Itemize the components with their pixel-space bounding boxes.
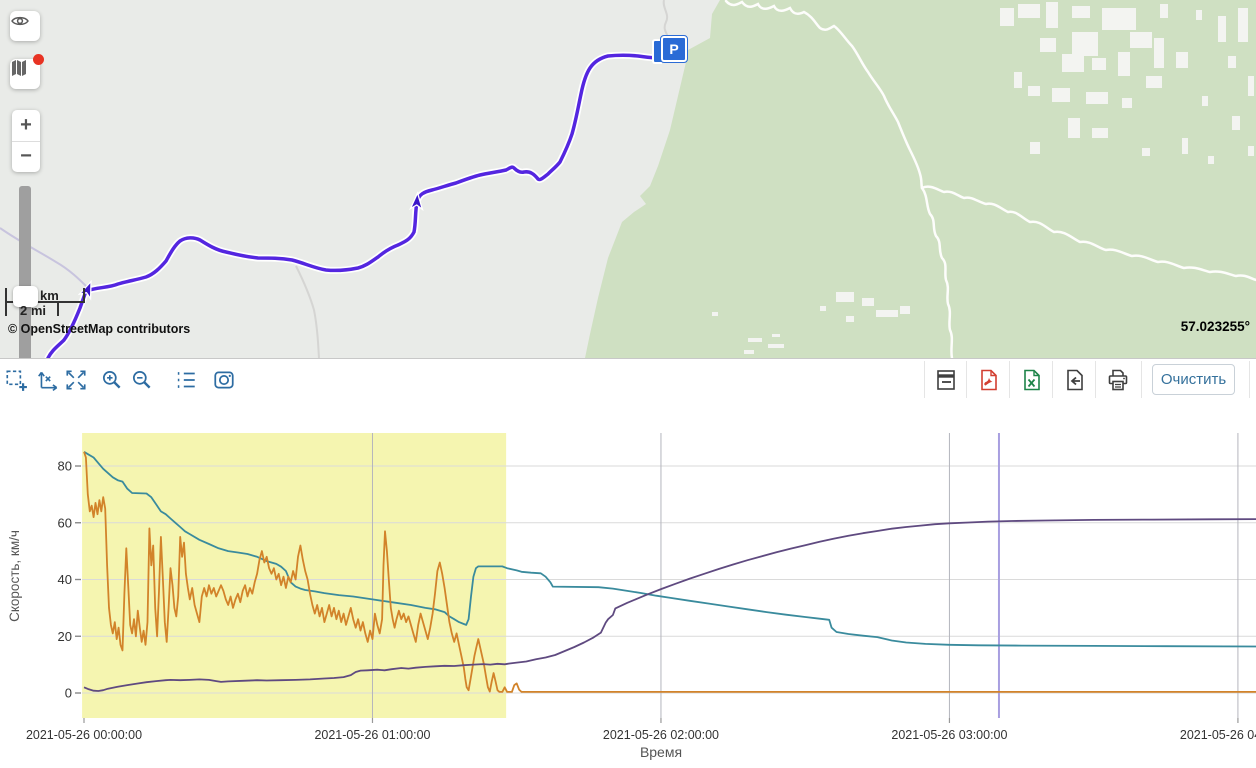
legend-list-icon[interactable] [174,368,198,392]
map-slider-track[interactable] [19,186,31,358]
import-icon[interactable] [1063,368,1087,392]
river [724,0,1256,358]
map-attribution: © OpenStreetMap contributors [8,322,191,336]
minor-roads [295,0,669,358]
print-icon[interactable] [1106,368,1130,392]
zoom-x-axis-icon[interactable] [36,368,60,392]
expand-icon[interactable] [64,368,88,392]
parking-marker-fragment [652,39,662,64]
scale-km-label: km [40,288,59,303]
map-zoom-out-button[interactable]: − [20,145,32,168]
eye-toggle-button[interactable] [10,11,40,41]
toolbar-separator [966,361,967,398]
clear-button[interactable]: Очистить [1152,364,1235,395]
map-zoom-control: + − [12,110,40,172]
x-tick-label: 2021-05-26 02:00:00 [603,728,719,742]
y-tick-label: 0 [65,686,72,701]
x-axis-title: Время [640,744,682,760]
zoom-selection-icon[interactable] [4,368,28,392]
x-tick-label: 2021-05-26 01:00:00 [314,728,430,742]
y-axis-title: Скорость, км/ч [7,530,22,622]
excel-export-icon[interactable] [1020,368,1044,392]
speed-chart[interactable]: 0 20 40 60 80 2021-05-26 00:00:00 2021-05-26 0… [0,400,1256,768]
y-tick-label: 40 [58,572,72,587]
toolbar-separator [1052,361,1053,398]
toolbar-separator [1249,361,1250,398]
parking-marker[interactable]: P [660,35,688,63]
eye-icon [11,16,29,26]
map-canvas[interactable] [0,0,1256,358]
map-clearings [712,2,1254,354]
speed-chart-panel[interactable]: 0 20 40 60 80 2021-05-26 00:00:00 2021-05-26 0… [0,400,1256,768]
folded-map-icon [12,60,26,76]
pdf-export-icon[interactable] [977,368,1001,392]
coordinates-readout: 57.023255° [1180,319,1250,334]
track-faded-tail [0,227,89,289]
chart-series-series_orange [83,451,1256,693]
notification-badge [33,54,44,65]
toolbar-separator [1095,361,1096,398]
map-panel[interactable]: km 2 mi P + − © OpenStreetMap contributo… [0,0,1256,359]
snapshot-icon[interactable] [212,368,236,392]
chart-toolbar: Очистить [0,359,1256,401]
report-icon[interactable] [934,368,958,392]
x-tick-label: 2021-05-26 03:00:00 [891,728,1007,742]
zoom-out-icon[interactable] [130,368,154,392]
x-tick-label: 2021-05-26 04:00:00 [1180,728,1256,742]
y-tick-label: 20 [58,629,72,644]
y-tick-label: 60 [58,515,72,530]
track-direction-arrow [77,191,424,301]
chart-series-series_purple [83,518,1256,692]
gps-track[interactable] [44,51,662,358]
toolbar-separator [924,361,925,398]
zoom-in-icon[interactable] [100,368,124,392]
map-slider-thumb[interactable] [13,286,38,307]
toolbar-separator [1141,361,1142,398]
map-zoom-in-button[interactable]: + [12,110,40,142]
scale-bar [5,288,85,316]
x-tick-label: 2021-05-26 00:00:00 [26,728,142,742]
y-tick-label: 80 [58,459,72,474]
toolbar-separator [1009,361,1010,398]
scale-mi-label: 2 mi [20,303,47,318]
